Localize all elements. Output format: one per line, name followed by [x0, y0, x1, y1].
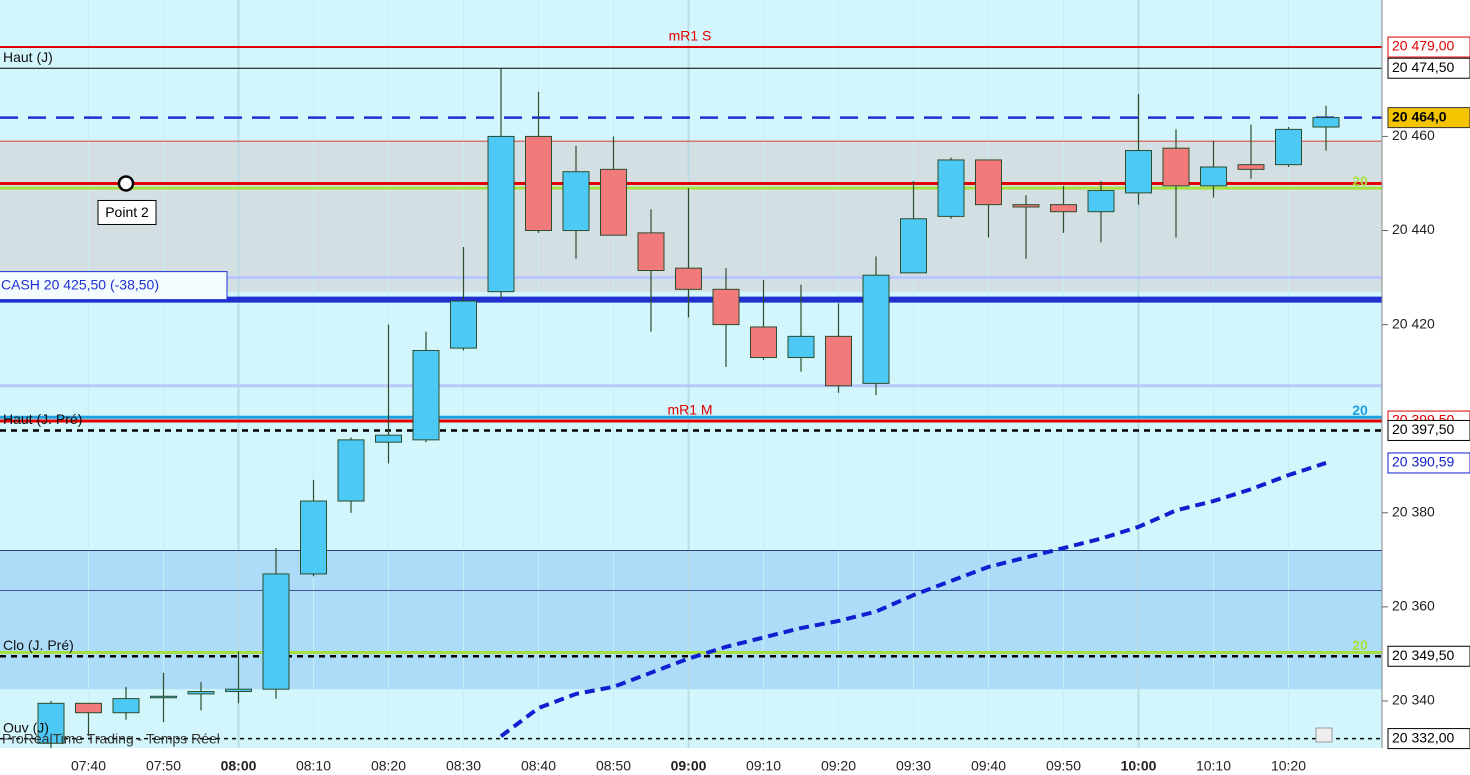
y-tick-label: 20 340 — [1392, 692, 1435, 708]
candles — [37, 68, 1340, 748]
cash-text: CASH 20 425,50 (-38,50) — [1, 276, 159, 292]
y-tick-label: 20 440 — [1392, 221, 1435, 237]
time-axis — [0, 748, 1382, 775]
candle-body — [150, 695, 177, 699]
level-name: mR1 S — [669, 28, 712, 44]
level-name: Haut (J) — [3, 49, 53, 65]
level-label: 20 479,00 — [1392, 38, 1454, 54]
ma-label: 20 390,59 — [1392, 454, 1454, 470]
candle-body — [975, 159, 1002, 206]
y-tick-label: 20 360 — [1392, 598, 1435, 614]
candle-body — [1125, 150, 1152, 194]
x-tick-label: 09:10 — [746, 758, 781, 774]
level-label-box — [1387, 728, 1470, 750]
level-label: 20 464,0 — [1392, 108, 1447, 124]
candle-body — [637, 232, 665, 272]
candle-body — [600, 168, 627, 236]
level-label: 20 474,50 — [1392, 59, 1454, 75]
level-tag: 20 — [1352, 173, 1368, 189]
level-label: 20 332,00 — [1392, 729, 1454, 745]
candle-body — [525, 135, 552, 232]
level-label-box — [1387, 57, 1470, 79]
candle-body — [750, 326, 777, 359]
candle-body — [562, 171, 590, 232]
x-tick-label: 09:40 — [971, 758, 1006, 774]
x-tick-label: 08:50 — [596, 758, 631, 774]
watermark: ProRealTime Trading - Temps Réel — [2, 731, 220, 747]
level-label-box — [1387, 419, 1470, 441]
x-tick-label: 09:00 — [671, 758, 707, 774]
candle-body — [112, 698, 140, 714]
candle-body — [262, 573, 290, 690]
candle-body — [675, 267, 702, 290]
point-marker — [117, 175, 135, 192]
candle-body — [900, 218, 927, 274]
x-tick-label: 08:40 — [521, 758, 556, 774]
x-tick-label: 08:10 — [296, 758, 331, 774]
candle-body — [1275, 128, 1302, 166]
level-label-box — [1387, 36, 1470, 58]
candle-body — [450, 300, 477, 349]
x-tick-label: 08:00 — [221, 758, 257, 774]
candle-body — [375, 434, 402, 443]
candle-body — [412, 349, 440, 441]
level-name: Clo (J. Pré) — [3, 637, 74, 653]
level-label-box — [1387, 645, 1470, 667]
x-tick-label: 10:20 — [1271, 758, 1306, 774]
point-box — [97, 199, 157, 225]
info-icon[interactable] — [1315, 727, 1333, 743]
point-text: Point 2 — [105, 204, 149, 220]
candle-body — [1237, 164, 1265, 170]
x-tick-label: 08:20 — [371, 758, 406, 774]
x-tick-label: 10:10 — [1196, 758, 1231, 774]
x-tick-label: 07:50 — [146, 758, 181, 774]
candle-body — [1200, 166, 1227, 187]
y-tick-label: 20 420 — [1392, 315, 1435, 331]
candle-body — [37, 702, 65, 744]
candle-body — [937, 159, 965, 217]
level-tag: 20 — [1352, 637, 1368, 653]
ma-label-box — [1387, 452, 1470, 474]
x-tick-label: 09:30 — [896, 758, 931, 774]
x-tick-label: 08:30 — [446, 758, 481, 774]
candle-body — [1012, 204, 1040, 208]
level-tag: 20 — [1352, 402, 1368, 418]
candle-body — [1312, 117, 1340, 128]
y-tick-label: 20 460 — [1392, 127, 1435, 143]
candle-body — [1050, 204, 1077, 213]
candle-body — [1162, 147, 1190, 187]
candle-body — [187, 691, 215, 695]
moving-average — [499, 461, 1327, 738]
overlay: mR1 S Haut (J) 20 20 mR1 M Haut (J. Pré) 20 Clo… — [0, 28, 1368, 738]
candle-body — [300, 500, 327, 575]
candle-body — [862, 274, 890, 384]
candle-body — [825, 335, 852, 387]
x-tick-label: 07:40 — [71, 758, 106, 774]
candle-body — [787, 335, 815, 359]
candle-body — [337, 439, 365, 502]
axis-labels: 07:40 07:50 08:00 08:10 08:20 08:30 08:40 08:50… — [71, 36, 1470, 774]
candle-body — [1087, 190, 1115, 213]
x-tick-label: 10:00 — [1121, 758, 1157, 774]
x-tick-label: 09:20 — [821, 758, 856, 774]
level-name: Haut (J. Pré) — [3, 411, 82, 427]
candle-body — [75, 702, 102, 714]
level-name: Ouv (J) — [3, 719, 49, 735]
candle-body — [225, 688, 252, 693]
cash-box — [0, 271, 228, 301]
level-label: 20 397,50 — [1392, 421, 1454, 437]
zone — [0, 550, 1382, 690]
level-label: 20 349,50 — [1392, 647, 1454, 663]
candle-body — [712, 288, 740, 326]
x-tick-label: 09:50 — [1046, 758, 1081, 774]
level-label-box — [1387, 107, 1470, 129]
level-name: mR1 M — [667, 402, 712, 418]
y-tick-label: 20 380 — [1392, 503, 1435, 519]
candle-body — [487, 135, 515, 293]
